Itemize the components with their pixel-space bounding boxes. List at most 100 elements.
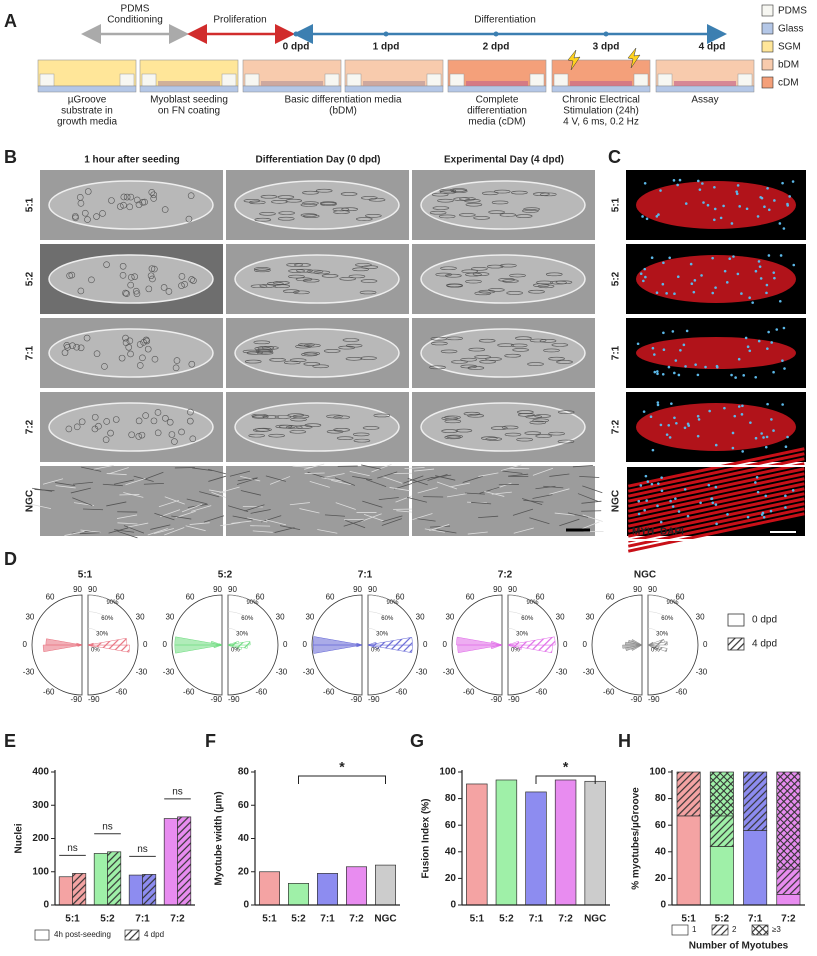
cell: [123, 525, 145, 534]
cell: [99, 210, 106, 217]
cell: [361, 513, 382, 522]
dapi-stain: [661, 282, 665, 286]
rose-title: 5:1: [78, 570, 93, 581]
cell: [253, 267, 271, 271]
dapi-stain: [733, 414, 737, 418]
dapi-stain: [782, 326, 786, 330]
dapi-stain: [763, 205, 766, 209]
dapi-stain: [659, 423, 663, 427]
theta-tick-label: 60: [46, 592, 55, 601]
well-pdms: [657, 73, 673, 87]
bar: [584, 780, 606, 906]
cell: [491, 491, 512, 495]
cell: [471, 266, 488, 271]
dapi-stain: [636, 342, 640, 346]
cell: [119, 272, 127, 279]
theta-tick-label: -30: [556, 668, 568, 677]
cell: [304, 423, 322, 428]
cell: [181, 503, 203, 513]
well-glass: [242, 85, 342, 93]
theta-tick-label: 60: [256, 592, 265, 601]
bar: [58, 876, 73, 906]
cell: [315, 188, 333, 193]
dapi-stain: [754, 269, 758, 273]
dapi-stain: [662, 261, 665, 265]
dapi-stain: [649, 415, 653, 419]
cell: [77, 200, 85, 207]
dapi-stain: [767, 330, 770, 334]
cell: [362, 426, 380, 430]
dapi-stain: [643, 508, 646, 512]
phase-label: Differentiation: [474, 15, 536, 26]
cell: [429, 524, 450, 531]
cell: [511, 190, 528, 195]
cell: [498, 278, 515, 282]
cell: [365, 214, 382, 218]
cell: [289, 502, 310, 506]
cell: [361, 464, 382, 470]
y-tick-label: 0: [660, 900, 666, 911]
r-tick-label: 0%: [231, 648, 240, 654]
well-pdms: [244, 73, 260, 87]
theta-tick-label: 30: [165, 613, 174, 622]
cell: [185, 525, 206, 532]
theta-tick-label: 60: [326, 592, 335, 601]
cell: [417, 487, 438, 494]
x-tick-label: 5:2: [100, 914, 115, 925]
dapi-stain: [734, 376, 737, 379]
cell: [188, 276, 195, 283]
dapi-stain: [783, 367, 786, 370]
dapi-stain: [653, 353, 656, 356]
cell: [501, 425, 519, 430]
cell: [275, 424, 293, 429]
cell: [431, 474, 452, 479]
legend-swatch: [34, 929, 50, 941]
radial-grid: [647, 611, 665, 617]
cell: [108, 197, 115, 204]
theta-tick-label: -30: [583, 668, 595, 677]
cell: [488, 288, 505, 292]
cell: [166, 418, 174, 426]
cell: [491, 200, 509, 205]
cell: [539, 339, 557, 343]
theta-tick-label: -90: [648, 695, 660, 704]
dapi-stain: [655, 291, 659, 294]
microgroove: [420, 180, 586, 230]
well-pdms: [449, 73, 465, 87]
cell: [517, 410, 534, 414]
dapi-stain: [766, 186, 769, 190]
dapi-stain: [726, 513, 729, 516]
cell: [113, 479, 135, 485]
dapi-stain: [732, 255, 735, 258]
bar: [288, 883, 310, 906]
cell: [450, 188, 468, 192]
cell: [513, 527, 534, 534]
cell: [468, 347, 486, 352]
day-label: 3 dpd: [593, 42, 620, 53]
dapi-stain: [644, 474, 648, 478]
legend-label: 2: [732, 925, 737, 934]
cell: [253, 428, 270, 432]
cell: [548, 431, 565, 436]
legend-label: ≥3: [772, 925, 781, 934]
myh-stain: [627, 497, 805, 538]
y-tick-label: 400: [32, 767, 49, 778]
bar: [709, 846, 734, 906]
cell: [142, 336, 150, 344]
cell: [298, 342, 315, 347]
dapi-stain: [651, 346, 655, 350]
dapi-stain: [730, 222, 734, 225]
cell: [70, 487, 91, 494]
cell: [527, 362, 544, 366]
cell: [352, 267, 369, 272]
cell: [577, 493, 599, 502]
bar: [709, 771, 734, 817]
cell: [248, 433, 265, 438]
dapi-stain: [762, 436, 765, 439]
cell: [446, 434, 463, 439]
step-caption: Assay: [691, 95, 718, 106]
dapi-stain: [656, 372, 659, 376]
cell: [548, 356, 565, 361]
theta-tick-label: -30: [163, 668, 175, 677]
cell: [320, 201, 337, 206]
